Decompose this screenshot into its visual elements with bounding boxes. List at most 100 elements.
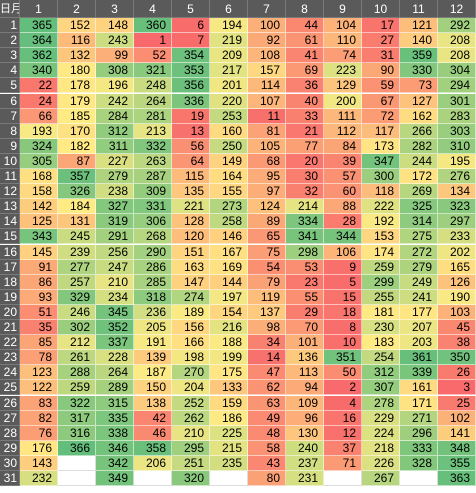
heat-cell: 30 bbox=[286, 169, 324, 185]
heat-cell: 2 bbox=[324, 380, 362, 396]
heat-cell: 159 bbox=[210, 395, 248, 411]
heat-cell: 240 bbox=[286, 440, 324, 456]
heat-cell: 45 bbox=[438, 320, 476, 336]
row-label: 14 bbox=[0, 214, 20, 230]
heat-cell: 202 bbox=[438, 244, 476, 260]
heat-cell: 238 bbox=[96, 184, 134, 200]
heat-cell: 171 bbox=[400, 395, 438, 411]
heat-cell: 172 bbox=[400, 169, 438, 185]
heat-cell: 137 bbox=[248, 304, 286, 320]
heat-cell: 82 bbox=[20, 410, 58, 426]
heat-cell: 163 bbox=[172, 259, 210, 275]
heat-cell: 322 bbox=[58, 395, 96, 411]
column-header: 7 bbox=[248, 0, 286, 18]
heat-cell: 144 bbox=[210, 274, 248, 290]
heat-cell: 204 bbox=[172, 380, 210, 396]
heat-cell: 287 bbox=[134, 169, 172, 185]
heat-cell: 227 bbox=[96, 153, 134, 169]
heat-cell: 8 bbox=[324, 320, 362, 336]
column-header: 12 bbox=[438, 0, 476, 18]
heat-cell: 151 bbox=[172, 244, 210, 260]
heat-cell: 27 bbox=[362, 33, 400, 49]
heat-cell: 334 bbox=[286, 214, 324, 230]
heat-cell: 341 bbox=[286, 229, 324, 245]
heat-cell: 60 bbox=[324, 184, 362, 200]
heat-cell: 209 bbox=[210, 48, 248, 64]
row-label: 24 bbox=[0, 365, 20, 381]
heat-cell: 359 bbox=[400, 48, 438, 64]
heat-cell: 196 bbox=[96, 78, 134, 94]
heat-cell: 237 bbox=[286, 455, 324, 471]
heat-cell: 14 bbox=[248, 350, 286, 366]
heat-cell: 160 bbox=[210, 123, 248, 139]
heat-cell: 51 bbox=[20, 304, 58, 320]
heat-cell: 178 bbox=[58, 78, 96, 94]
heat-cell: 86 bbox=[20, 274, 58, 290]
heat-cell: 210 bbox=[172, 425, 210, 441]
heat-cell: 21 bbox=[286, 123, 324, 139]
heat-cell: 199 bbox=[210, 350, 248, 366]
heat-cell: 339 bbox=[400, 365, 438, 381]
heat-cell: 125 bbox=[20, 214, 58, 230]
heat-cell: 352 bbox=[96, 320, 134, 336]
heat-cell: 311 bbox=[96, 138, 134, 154]
heat-cell: 190 bbox=[438, 289, 476, 305]
heat-cell: 34 bbox=[248, 335, 286, 351]
heat-cell: 208 bbox=[438, 33, 476, 49]
heat-cell: 290 bbox=[134, 244, 172, 260]
heat-cell: 338 bbox=[96, 425, 134, 441]
heat-cell: 76 bbox=[20, 425, 58, 441]
row-label: 19 bbox=[0, 289, 20, 305]
heat-cell: 264 bbox=[96, 365, 134, 381]
column-header: 9 bbox=[324, 0, 362, 18]
heat-cell: 279 bbox=[96, 169, 134, 185]
heat-cell: 328 bbox=[400, 455, 438, 471]
row-label: 29 bbox=[0, 440, 20, 456]
heat-cell: 127 bbox=[400, 93, 438, 109]
heat-cell: 289 bbox=[96, 380, 134, 396]
heat-cell: 114 bbox=[248, 78, 286, 94]
row-label: 16 bbox=[0, 244, 20, 260]
heat-cell: 248 bbox=[134, 78, 172, 94]
row-label: 18 bbox=[0, 274, 20, 290]
heat-cell: 155 bbox=[210, 184, 248, 200]
heat-cell: 231 bbox=[286, 471, 324, 487]
heat-cell: 92 bbox=[248, 33, 286, 49]
heat-cell: 28 bbox=[324, 214, 362, 230]
heat-cell: 262 bbox=[172, 410, 210, 426]
heat-cell: 292 bbox=[438, 18, 476, 34]
heat-cell: 83 bbox=[20, 395, 58, 411]
heat-cell: 206 bbox=[134, 455, 172, 471]
heat-cell: 181 bbox=[362, 304, 400, 320]
heat-cell: 350 bbox=[438, 350, 476, 366]
heat-cell: 357 bbox=[58, 169, 96, 185]
heat-cell: 235 bbox=[210, 455, 248, 471]
heat-cell: 317 bbox=[58, 410, 96, 426]
heat-cell: 70 bbox=[286, 320, 324, 336]
heat-cell: 278 bbox=[362, 395, 400, 411]
heat-cell: 50 bbox=[324, 365, 362, 381]
heat-cell: 95 bbox=[248, 169, 286, 185]
heat-cell: 129 bbox=[324, 78, 362, 94]
heat-cell: 100 bbox=[248, 18, 286, 34]
row-label: 13 bbox=[0, 199, 20, 215]
heat-cell: 134 bbox=[438, 184, 476, 200]
heat-cell: 243 bbox=[96, 33, 134, 49]
heat-cell: 39 bbox=[324, 153, 362, 169]
heat-cell: 179 bbox=[58, 93, 96, 109]
heat-cell: 65 bbox=[248, 229, 286, 245]
empty-cell bbox=[324, 471, 362, 487]
heat-cell: 291 bbox=[96, 229, 134, 245]
heat-cell: 13 bbox=[172, 123, 210, 139]
heat-cell: 217 bbox=[210, 63, 248, 79]
row-label: 11 bbox=[0, 169, 20, 185]
row-label: 20 bbox=[0, 304, 20, 320]
heat-cell: 117 bbox=[362, 123, 400, 139]
heat-cell: 122 bbox=[20, 380, 58, 396]
heat-cell: 300 bbox=[362, 169, 400, 185]
heat-cell: 213 bbox=[134, 123, 172, 139]
heat-cell: 225 bbox=[210, 425, 248, 441]
heat-cell: 59 bbox=[362, 78, 400, 94]
heat-cell: 147 bbox=[172, 274, 210, 290]
